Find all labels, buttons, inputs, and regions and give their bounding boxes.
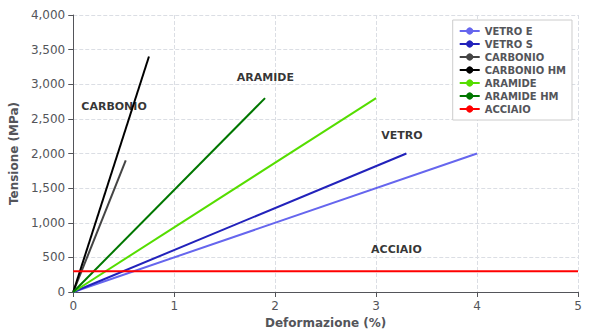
svg-text:Deformazione (%): Deformazione (%) xyxy=(265,316,386,330)
svg-text:5: 5 xyxy=(574,299,582,313)
svg-text:2: 2 xyxy=(271,299,279,313)
svg-text:VETRO E: VETRO E xyxy=(485,26,533,37)
svg-text:Tensione (MPa): Tensione (MPa) xyxy=(7,102,21,205)
svg-text:ARAMIDE HM: ARAMIDE HM xyxy=(485,91,559,102)
svg-text:0: 0 xyxy=(58,285,66,299)
svg-text:1,500: 1,500 xyxy=(31,181,65,195)
svg-text:0: 0 xyxy=(69,299,77,313)
svg-text:3,000: 3,000 xyxy=(31,77,65,91)
svg-text:4,000: 4,000 xyxy=(31,8,65,22)
svg-text:ARAMIDE: ARAMIDE xyxy=(485,78,537,89)
svg-text:500: 500 xyxy=(42,250,65,264)
svg-text:2,000: 2,000 xyxy=(31,147,65,161)
svg-text:2,500: 2,500 xyxy=(31,112,65,126)
svg-text:1,000: 1,000 xyxy=(31,216,65,230)
svg-text:ARAMIDE: ARAMIDE xyxy=(237,71,294,84)
svg-text:3: 3 xyxy=(372,299,380,313)
svg-text:CARBONIO HM: CARBONIO HM xyxy=(485,65,566,76)
svg-text:VETRO S: VETRO S xyxy=(485,39,533,50)
svg-text:4: 4 xyxy=(473,299,481,313)
svg-text:3,500: 3,500 xyxy=(31,43,65,57)
svg-text:CARBONIO: CARBONIO xyxy=(485,52,544,63)
svg-text:ACCIAIO: ACCIAIO xyxy=(371,243,422,256)
svg-text:CARBONIO: CARBONIO xyxy=(81,100,146,113)
svg-text:ACCIAIO: ACCIAIO xyxy=(485,104,531,115)
svg-text:VETRO: VETRO xyxy=(381,129,422,142)
svg-text:1: 1 xyxy=(170,299,178,313)
